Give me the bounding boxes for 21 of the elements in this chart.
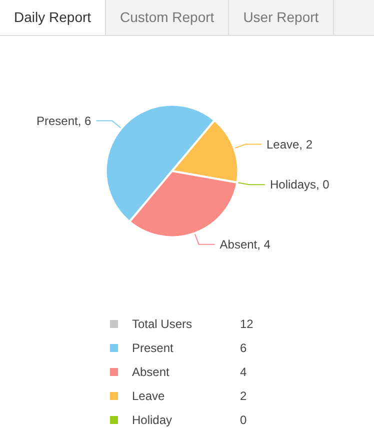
data-label: , 4 xyxy=(257,237,271,252)
slice-label: Leave xyxy=(266,137,300,152)
data-label: 2 xyxy=(240,389,247,403)
category-label: Holiday xyxy=(132,413,174,427)
text: Custom Report xyxy=(106,0,230,35)
category-label: Absent xyxy=(132,365,170,379)
slice-label: Present xyxy=(36,114,78,128)
data-label: , 2 xyxy=(299,137,313,152)
slice-label: Absent xyxy=(220,237,258,252)
category-label: Leave xyxy=(132,389,166,403)
category-label: Total Users xyxy=(132,317,194,331)
text: , 0 xyxy=(316,178,330,192)
data-label: 0 xyxy=(240,413,247,427)
text: User Report xyxy=(229,0,334,35)
data-label: 6 xyxy=(240,341,247,355)
legend-label: Holidays xyxy=(270,178,316,192)
data-label: 12 xyxy=(240,317,254,331)
data-label: 4 xyxy=(240,365,247,379)
category-label: Present xyxy=(132,341,174,355)
text: Daily Report xyxy=(0,0,106,35)
data-label: , 6 xyxy=(78,114,92,128)
